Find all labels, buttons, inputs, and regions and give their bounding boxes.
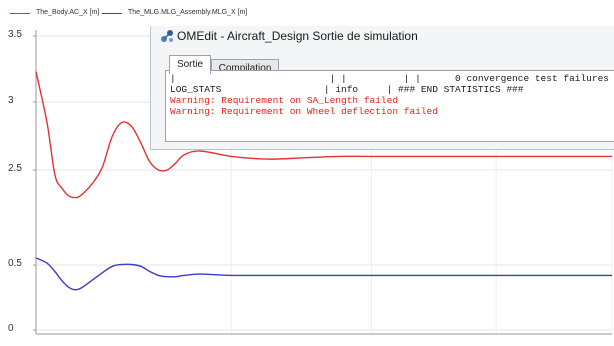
- window-title-bar[interactable]: OMEdit - Aircraft_Design Sortie de simul…: [153, 26, 613, 48]
- window-title: OMEdit - Aircraft_Design Sortie de simul…: [177, 29, 418, 43]
- legend-swatch-blue: [102, 13, 122, 14]
- legend-swatch-red: [10, 13, 30, 14]
- plot-legend: The_Body.AC_X [m] The_MLG.MLG_Assembly.M…: [0, 0, 614, 26]
- y-tick-label: 2.5: [8, 163, 22, 174]
- series-lines: [35, 71, 612, 291]
- y-tick-label: 0: [8, 323, 14, 334]
- legend-label: The_MLG.MLG_Assembly.MLG_X [m]: [128, 9, 248, 16]
- y-tick-label: 3.5: [8, 29, 22, 40]
- series-line-mlg-x[interactable]: [35, 257, 612, 291]
- log-line: | | | | | 0 convergence test failures: [170, 73, 609, 84]
- simulation-output-log[interactable]: | | | | | 0 convergence test failures LO…: [165, 70, 614, 142]
- y-tick-label: 0.5: [8, 258, 22, 269]
- omedit-logo-icon: [161, 30, 173, 42]
- log-line: LOG_STATS | info | ### END STATISTICS ##…: [170, 84, 524, 95]
- series-line-body-ac-x[interactable]: [35, 71, 612, 199]
- plot-axes: [33, 30, 612, 335]
- legend-label: The_Body.AC_X [m]: [36, 9, 100, 16]
- y-tick-label: 3: [8, 95, 14, 106]
- warning-line: Warning: Requirement on Wheel deflection…: [170, 106, 438, 117]
- warning-line: Warning: Requirement on SA_Length failed: [170, 95, 399, 106]
- tab-sortie[interactable]: Sortie: [169, 55, 211, 74]
- simulation-output-window[interactable]: OMEdit - Aircraft_Design Sortie de simul…: [150, 26, 614, 150]
